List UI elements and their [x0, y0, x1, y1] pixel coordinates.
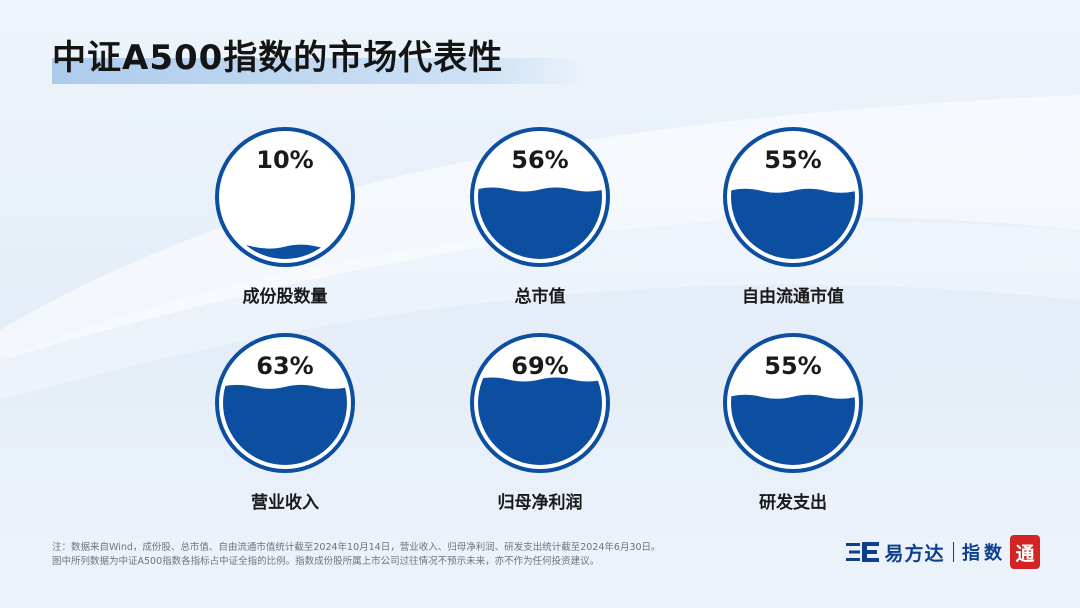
gauge-percent-text: 55% [764, 352, 821, 380]
page-title-block: 中证A500指数的市场代表性 [52, 36, 588, 84]
footnote-line-1: 注：数据来自Wind，成份股、总市值、自由流通市值统计截至2024年10月14日… [52, 542, 661, 553]
gauge-liquid-fill [478, 377, 602, 465]
gauge-label: 自由流通市值 [742, 287, 844, 307]
gauge-2-circle: 55% [723, 127, 863, 267]
gauge-ring [723, 333, 863, 473]
gauge-label: 成份股数量 [242, 287, 328, 307]
gauge-label: 总市值 [514, 287, 566, 307]
brand-e-mark-icon [846, 541, 880, 563]
gauge-ring [215, 127, 355, 267]
gauge-5-circle: 55% [723, 333, 863, 473]
gauge-net-profit: 69% 归母净利润 [455, 328, 625, 513]
gauge-label: 营业收入 [251, 493, 319, 513]
gauge-constituent-count: 10% 成份股数量 [200, 122, 370, 307]
gauge-label: 归母净利润 [497, 493, 583, 513]
footnote: 注：数据来自Wind，成份股、总市值、自由流通市值统计截至2024年10月14日… [52, 541, 661, 569]
gauge-total-market-cap: 56% 总市值 [455, 122, 625, 307]
gauge-liquid-fill [731, 394, 855, 465]
gauge-rd-expense: 55% 研发支出 [708, 328, 878, 513]
gauge-4-circle: 69% [470, 333, 610, 473]
gauge-ring [470, 333, 610, 473]
gauge-percent-text: 63% [256, 352, 313, 380]
brand-divider [952, 542, 954, 562]
footnote-line-2: 图中所列数据为中证A500指数各指标占中证全指的比例。指数成份股所属上市公司过往… [52, 556, 600, 567]
gauge-1-circle: 56% [470, 127, 610, 267]
gauge-percent-text: 69% [511, 352, 568, 380]
gauge-percent-text: 10% [256, 146, 313, 174]
title-underline-bar [52, 58, 588, 84]
gauge-liquid-fill [731, 188, 855, 259]
gauge-operating-revenue: 63% 营业收入 [200, 328, 370, 513]
gauge-free-float-market-cap: 55% 自由流通市值 [708, 122, 878, 307]
brand-name: 易方达 [884, 542, 945, 565]
brand-subtitle: 指数 [962, 543, 1006, 564]
gauge-3-circle: 63% [215, 333, 355, 473]
gauge-liquid-fill [478, 187, 602, 259]
gauge-ring [215, 333, 355, 473]
gauge-ring [723, 127, 863, 267]
brand-logo: 易方达 指数 通 [846, 535, 1040, 569]
gauge-percent-text: 55% [764, 146, 821, 174]
gauge-background [215, 127, 355, 267]
gauge-ring [470, 127, 610, 267]
gauge-label: 研发支出 [759, 493, 827, 513]
gauge-percent-text: 56% [511, 146, 568, 174]
page-title: 中证A500指数的市场代表性 [52, 38, 504, 78]
brand-seal-icon: 通 [1010, 535, 1040, 569]
gauge-0-circle: 10% [215, 127, 355, 267]
gauge-liquid-fill [223, 384, 347, 465]
